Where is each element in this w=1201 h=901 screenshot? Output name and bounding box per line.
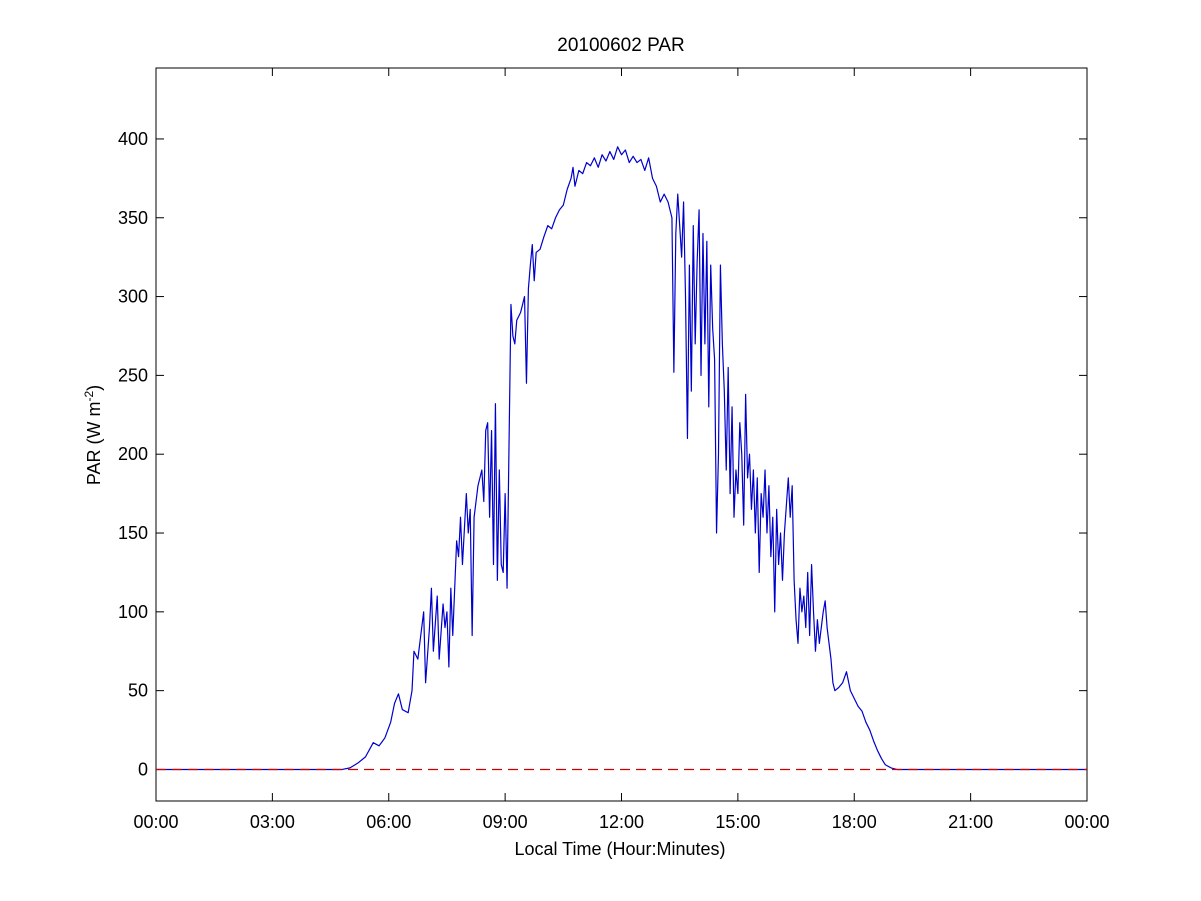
x-tick-label: 00:00 [1064,812,1109,832]
x-tick-label: 00:00 [133,812,178,832]
y-tick-label: 100 [118,602,148,622]
y-axis-label-end: ) [84,385,104,391]
y-tick-label: 50 [128,681,148,701]
y-tick-label: 0 [138,759,148,779]
y-axis-label: PAR (W m-2) [82,385,104,485]
x-tick-label: 09:00 [483,812,528,832]
y-tick-label: 150 [118,523,148,543]
x-tick-label: 03:00 [250,812,295,832]
x-axis-label: Local Time (Hour:Minutes) [514,839,725,859]
x-tick-label: 21:00 [948,812,993,832]
y-tick-label: 200 [118,444,148,464]
y-axis-label-main: PAR (W m [84,402,104,486]
x-tick-label: 06:00 [366,812,411,832]
series-layer [156,146,1087,771]
x-tick-label: 15:00 [715,812,760,832]
y-tick-label: 350 [118,208,148,228]
axis-ticks: 00:00 03:00 06:00 09:00 12:00 15:00 18:00 21:00… [118,68,1110,832]
par-series-line [156,146,1087,771]
y-tick-label: 400 [118,129,148,149]
x-tick-label: 12:00 [599,812,644,832]
x-tick-label: 18:00 [832,812,877,832]
y-tick-label: 250 [118,365,148,385]
chart-title: 20100602 PAR [557,35,684,56]
y-axis-label-superscript: -2 [82,391,96,402]
y-tick-label: 300 [118,287,148,307]
